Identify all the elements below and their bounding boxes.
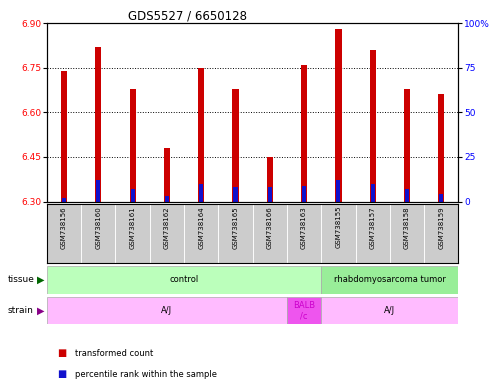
- Bar: [218, 204, 252, 263]
- Bar: [267, 157, 273, 202]
- Bar: [439, 194, 443, 202]
- Text: GSM738157: GSM738157: [370, 206, 376, 248]
- Bar: [150, 204, 184, 263]
- Bar: [164, 148, 170, 202]
- Bar: [252, 204, 287, 263]
- Bar: [131, 189, 135, 202]
- Bar: [115, 204, 150, 263]
- Bar: [321, 297, 458, 324]
- Bar: [405, 189, 409, 202]
- Text: transformed count: transformed count: [75, 349, 154, 358]
- Text: A/J: A/J: [385, 306, 395, 315]
- Bar: [232, 89, 239, 202]
- Text: percentile rank within the sample: percentile rank within the sample: [75, 370, 217, 379]
- Text: GSM738163: GSM738163: [301, 206, 307, 249]
- Bar: [198, 68, 204, 202]
- Bar: [199, 184, 203, 202]
- Bar: [404, 89, 410, 202]
- Bar: [424, 204, 458, 263]
- Text: A/J: A/J: [161, 306, 173, 315]
- Bar: [371, 184, 375, 202]
- Text: GSM738158: GSM738158: [404, 206, 410, 248]
- Bar: [370, 50, 376, 202]
- Bar: [335, 29, 342, 202]
- Bar: [47, 266, 321, 294]
- Bar: [130, 89, 136, 202]
- Text: GSM738166: GSM738166: [267, 206, 273, 249]
- Text: GSM738165: GSM738165: [233, 206, 239, 248]
- Text: GSM738155: GSM738155: [335, 206, 342, 248]
- Text: GSM738156: GSM738156: [61, 206, 67, 248]
- Bar: [165, 196, 169, 202]
- Bar: [184, 204, 218, 263]
- Text: ▶: ▶: [37, 275, 44, 285]
- Text: ■: ■: [57, 369, 66, 379]
- Bar: [95, 47, 102, 202]
- Text: ■: ■: [57, 348, 66, 358]
- Bar: [268, 187, 272, 202]
- Bar: [61, 71, 67, 202]
- Bar: [390, 204, 424, 263]
- Text: control: control: [170, 275, 199, 285]
- Text: GSM738159: GSM738159: [438, 206, 444, 248]
- Bar: [287, 204, 321, 263]
- Text: ▶: ▶: [37, 306, 44, 316]
- Text: BALB
/c: BALB /c: [293, 301, 315, 320]
- Bar: [302, 185, 306, 202]
- Text: GSM738162: GSM738162: [164, 206, 170, 248]
- Text: GDS5527 / 6650128: GDS5527 / 6650128: [128, 10, 247, 23]
- Text: strain: strain: [7, 306, 33, 315]
- Bar: [355, 204, 390, 263]
- Bar: [438, 94, 444, 202]
- Text: rhabdomyosarcoma tumor: rhabdomyosarcoma tumor: [334, 275, 446, 285]
- Text: GSM738164: GSM738164: [198, 206, 204, 248]
- Text: tissue: tissue: [7, 275, 35, 285]
- Text: GSM738160: GSM738160: [95, 206, 101, 249]
- Bar: [81, 204, 115, 263]
- Bar: [47, 297, 287, 324]
- Bar: [336, 180, 341, 202]
- Bar: [301, 65, 307, 202]
- Bar: [287, 297, 321, 324]
- Text: GSM738161: GSM738161: [130, 206, 136, 249]
- Bar: [96, 180, 101, 202]
- Bar: [62, 198, 66, 202]
- Bar: [47, 204, 81, 263]
- Bar: [234, 187, 238, 202]
- Bar: [321, 266, 458, 294]
- Bar: [321, 204, 355, 263]
